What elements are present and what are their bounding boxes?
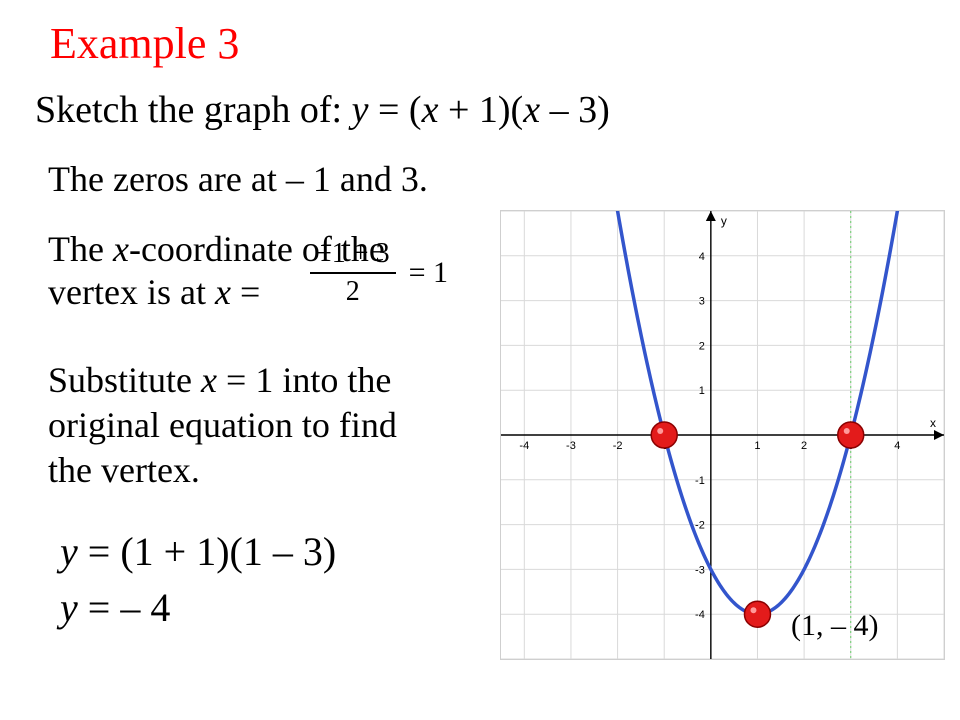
st-l1a: Substitute xyxy=(48,360,201,400)
parabola-chart: -4-3-2-11234-4-3-2-11234xy (1, – 4) xyxy=(500,210,945,660)
chart-svg: -4-3-2-11234-4-3-2-11234xy xyxy=(501,211,944,659)
vt-l1-ital: x xyxy=(113,229,129,269)
vertex-fraction: −1 + 3 2 = 1 xyxy=(310,238,448,308)
fraction-numerator: −1 + 3 xyxy=(310,238,396,270)
svg-text:1: 1 xyxy=(699,385,705,397)
svg-text:1: 1 xyxy=(754,440,760,452)
svg-text:-1: -1 xyxy=(695,475,705,487)
prompt-eq-rest: = (x + 1)(x – 3) xyxy=(368,89,609,131)
st-l1b: = 1 into the xyxy=(217,360,391,400)
svg-text:4: 4 xyxy=(699,251,705,263)
svg-text:-4: -4 xyxy=(519,440,529,452)
svg-text:y: y xyxy=(721,214,727,228)
svg-text:-3: -3 xyxy=(566,440,576,452)
vertex-point-label: (1, – 4) xyxy=(791,609,878,643)
vt-l1a: The xyxy=(48,229,113,269)
example-title: Example 3 xyxy=(50,18,239,69)
substitute-text: Substitute x = 1 into the original equat… xyxy=(48,358,478,493)
vt-l2b: = xyxy=(231,272,260,312)
svg-text:-2: -2 xyxy=(613,440,623,452)
slide-root: { "heading": { "text": "Example 3", "col… xyxy=(0,0,960,720)
svg-text:-4: -4 xyxy=(695,609,705,621)
svg-text:-3: -3 xyxy=(695,564,705,576)
eq2-lhs: y xyxy=(60,585,78,630)
prompt-line: Sketch the graph of: y = (x + 1)(x – 3) xyxy=(35,88,610,132)
fraction-result: = 1 xyxy=(409,256,448,290)
eq1-rhs: = (1 + 1)(1 – 3) xyxy=(78,529,336,574)
prompt-equation: y xyxy=(352,89,369,131)
st-l2: original equation to find xyxy=(48,405,397,445)
vt-l2a: vertex is at xyxy=(48,272,215,312)
svg-text:-2: -2 xyxy=(695,520,705,532)
st-l1-ital: x xyxy=(201,360,217,400)
svg-text:4: 4 xyxy=(894,440,900,452)
fraction-denominator: 2 xyxy=(310,276,396,308)
eq2-rhs: = – 4 xyxy=(78,585,171,630)
substitution-eq2: y = – 4 xyxy=(60,584,170,631)
eq1-lhs: y xyxy=(60,529,78,574)
zeros-statement: The zeros are at – 1 and 3. xyxy=(48,158,428,200)
svg-text:3: 3 xyxy=(699,296,705,308)
fraction-bar xyxy=(310,272,396,274)
st-l3: the vertex. xyxy=(48,450,200,490)
substitution-eq1: y = (1 + 1)(1 – 3) xyxy=(60,528,336,575)
vt-l2-ital: x xyxy=(215,272,231,312)
prompt-prefix: Sketch the graph of: xyxy=(35,89,352,131)
svg-text:2: 2 xyxy=(801,440,807,452)
svg-text:x: x xyxy=(930,416,936,430)
svg-text:2: 2 xyxy=(699,340,705,352)
